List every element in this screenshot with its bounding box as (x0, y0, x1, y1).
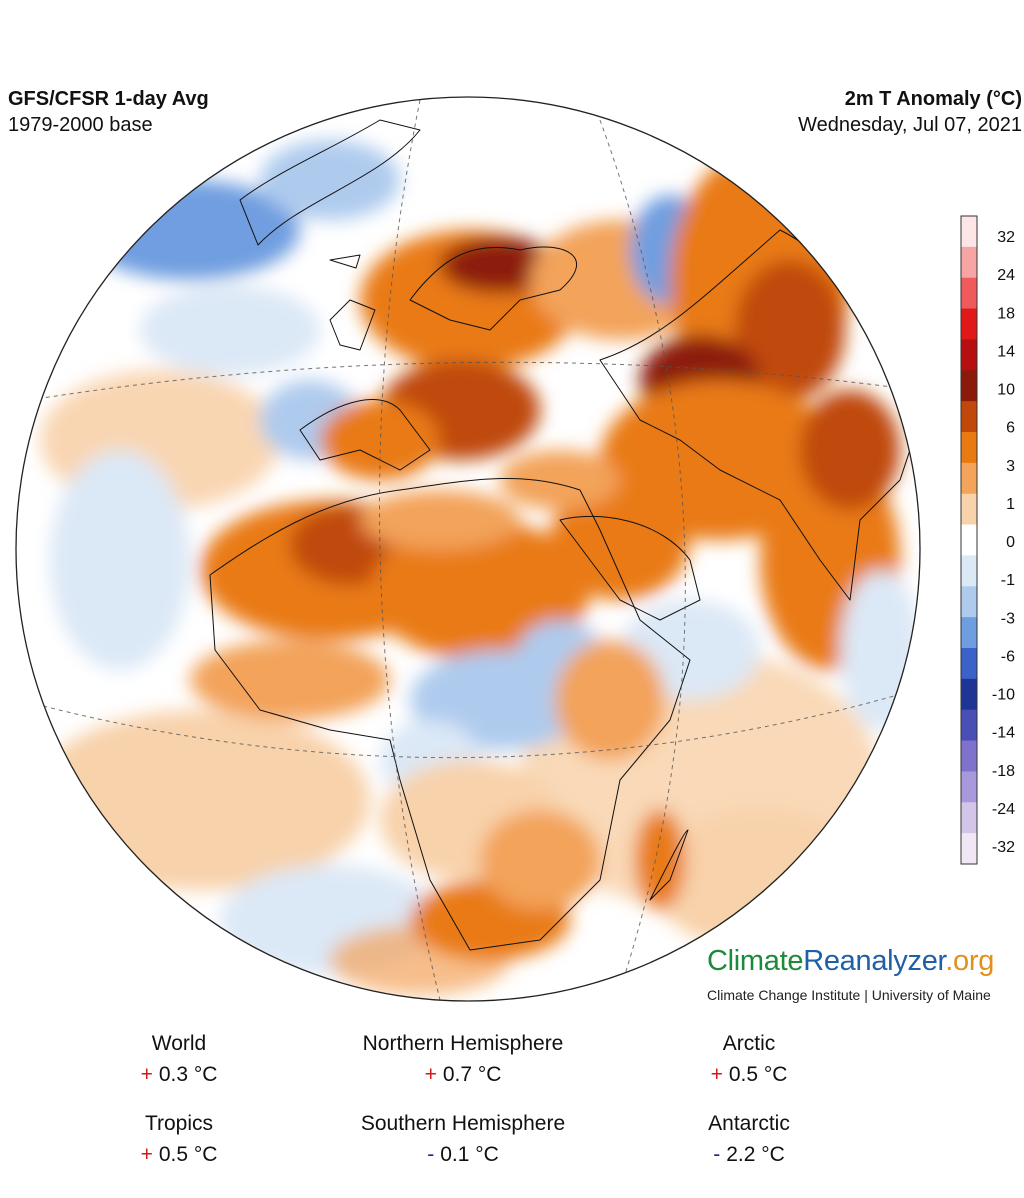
stat-label: Arctic (722, 1032, 776, 1055)
colorbar-tick-label: 1 (1006, 496, 1015, 513)
stat-label: Tropics (144, 1112, 214, 1135)
globe-outline (15, 96, 921, 1002)
anomaly-field (30, 140, 920, 995)
colorbar-swatch (961, 308, 977, 340)
colorbar-swatch (961, 648, 977, 680)
brand-org: .org (945, 945, 995, 977)
colorbar-swatch (961, 586, 977, 618)
colorbar-swatch (961, 462, 977, 495)
colorbar-swatch (961, 277, 977, 310)
colorbar-tick-label: -24 (992, 801, 1015, 818)
stat-label: Southern Hemisphere (360, 1112, 566, 1135)
sign-plus: + (140, 1143, 153, 1166)
colorbar-swatch (961, 524, 977, 556)
colorbar-tick-label: 18 (997, 305, 1015, 322)
colorbar-swatch (961, 771, 977, 803)
colorbar-tick-label: -32 (992, 839, 1015, 856)
colorbar-swatch (961, 493, 977, 526)
colorbar-swatch (961, 246, 977, 279)
stat-world: World +0.3 °C (59, 1028, 299, 1090)
colorbar-tick-label: 24 (997, 267, 1015, 284)
stat-value: 0.3 °C (158, 1063, 218, 1086)
sign-plus: + (424, 1063, 437, 1086)
colorbar-swatch (961, 833, 977, 865)
stat-value: 0.7 °C (442, 1063, 502, 1086)
colorbar-swatch (961, 370, 977, 402)
colorbar-tick-label: -18 (992, 763, 1015, 780)
colorbar-tick-label: 10 (997, 382, 1015, 399)
variable-title: 2m T Anomaly (°C) (844, 88, 1022, 110)
stat-tropics: Tropics +0.5 °C (59, 1108, 299, 1170)
sign-plus: + (710, 1063, 723, 1086)
colorbar-swatch (961, 617, 977, 649)
brand-logo[interactable]: ClimateReanalyzer.org (707, 945, 994, 978)
stat-label: Northern Hemisphere (362, 1032, 564, 1055)
stat-northern-hemisphere: Northern Hemisphere +0.7 °C (343, 1028, 583, 1090)
colorbar-swatch (961, 432, 977, 464)
stat-label: Antarctic (708, 1112, 790, 1135)
brand-reanalyzer: Reanalyzer (803, 945, 946, 977)
colorbar-tick-label: 3 (1006, 458, 1015, 475)
colorbar-tick-label: 6 (1006, 420, 1015, 437)
colorbar-tick-label: -3 (1001, 610, 1015, 627)
colorbar-swatch (961, 555, 977, 587)
date-subtitle: Wednesday, Jul 07, 2021 (798, 114, 1022, 136)
sign-minus: - (713, 1143, 721, 1166)
colorbar-tick-label: 14 (997, 343, 1015, 360)
colorbar-frame (960, 215, 978, 865)
stat-southern-hemisphere: Southern Hemisphere -0.1 °C (343, 1108, 583, 1170)
colorbar-swatch (961, 339, 977, 371)
colorbar-swatch (961, 678, 977, 711)
colorbar-tick-label: -10 (992, 687, 1015, 704)
colorbar-tick-label: -1 (1001, 572, 1015, 589)
brand-subtitle: Climate Change Institute | University of… (707, 987, 991, 1003)
colorbar-swatch (961, 401, 977, 433)
stat-value: 2.2 °C (726, 1143, 785, 1166)
baseline-subtitle: 1979-2000 base (8, 114, 153, 136)
stat-value: 0.1 °C (440, 1143, 499, 1166)
sign-plus: + (140, 1063, 153, 1086)
header-left: GFS/CFSR 1-day Avg 1979-2000 base (8, 86, 209, 138)
stat-antarctic: Antarctic -2.2 °C (629, 1108, 869, 1170)
stat-value: 0.5 °C (158, 1143, 218, 1166)
colorbar-tick-label: -6 (1001, 648, 1015, 665)
graticule (19, 99, 916, 1001)
header-right: 2m T Anomaly (°C) Wednesday, Jul 07, 202… (798, 86, 1022, 138)
stat-label: World (151, 1032, 207, 1055)
stat-value: 0.5 °C (728, 1063, 788, 1086)
colorbar-swatch (961, 216, 977, 248)
stat-arctic: Arctic +0.5 °C (629, 1028, 869, 1090)
colorbar-tick-label: 32 (997, 229, 1015, 246)
brand-climate: Climate (707, 945, 804, 977)
sign-minus: - (427, 1143, 435, 1166)
colorbar-tick-label: 0 (1006, 534, 1015, 551)
colorbar-swatch (961, 740, 977, 772)
colorbar-swatch (961, 709, 977, 742)
colorbar-tick-label: -14 (992, 725, 1015, 742)
colorbar-swatch (961, 802, 977, 834)
model-title: GFS/CFSR 1-day Avg (8, 88, 209, 110)
